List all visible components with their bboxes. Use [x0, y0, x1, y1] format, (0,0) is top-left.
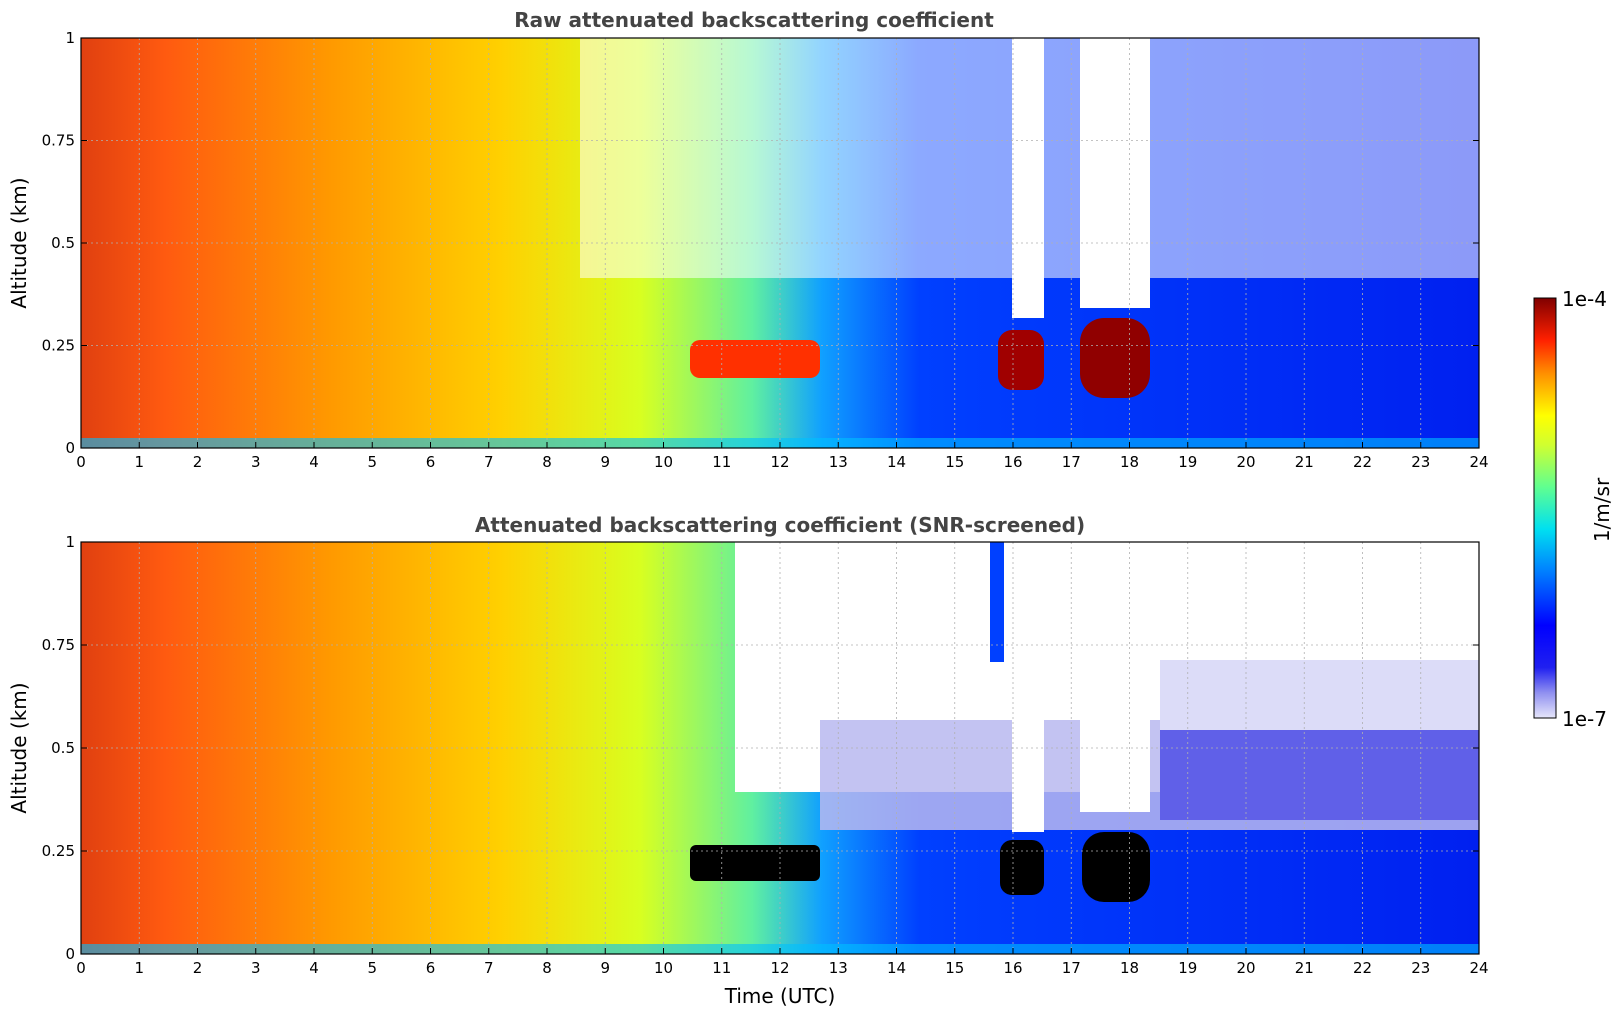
y-tick-label: 0	[65, 439, 75, 457]
x-tick-label: 1	[134, 453, 144, 471]
x-tick-label: 22	[1353, 959, 1372, 977]
x-tick-label: 9	[600, 453, 610, 471]
y-tick-label: 0.75	[42, 636, 75, 654]
y-tick-label: 0.5	[51, 739, 75, 757]
y-tick-label: 0.5	[51, 234, 75, 252]
x-tick-label: 24	[1469, 959, 1488, 977]
x-axis: 0 1 2 3 4 5 6 7 8 9 10 11 12 13 14 15 16 17 18 19 20 21 22 23 24	[76, 948, 1489, 977]
x-tick-label: 17	[1062, 959, 1081, 977]
x-tick-label: 14	[887, 453, 906, 471]
panel-title: Attenuated backscattering coefficient (S…	[475, 513, 1085, 537]
cloud-band	[690, 340, 820, 378]
x-tick-label: 7	[484, 453, 494, 471]
x-tick-label: 4	[309, 453, 319, 471]
x-tick-label: 23	[1411, 453, 1430, 471]
x-tick-label: 15	[945, 959, 964, 977]
x-tick-label: 3	[251, 959, 261, 977]
x-axis: 0 1 2 3 4 5 6 7 8 9 10 11 12 13 14 15 16 17 18 19 20 21 22 23 24	[76, 442, 1489, 471]
x-axis-label: Time (UTC)	[724, 984, 836, 1008]
x-tick-label: 11	[712, 453, 731, 471]
x-tick-label: 2	[193, 453, 203, 471]
x-tick-label: 18	[1120, 453, 1139, 471]
x-tick-label: 8	[542, 959, 552, 977]
raw-backscatter-panel: Raw attenuated backscattering coefficien…	[7, 8, 1489, 471]
cloud	[1080, 318, 1150, 398]
x-tick-label: 16	[1003, 453, 1022, 471]
x-tick-label: 5	[367, 959, 377, 977]
x-tick-label: 2	[193, 959, 203, 977]
x-tick-label: 10	[654, 453, 673, 471]
colorbar-min-label: 1e-7	[1562, 707, 1607, 731]
y-tick-label: 0.75	[42, 132, 75, 150]
x-tick-label: 12	[770, 453, 789, 471]
x-tick-label: 11	[712, 959, 731, 977]
x-tick-label: 4	[309, 959, 319, 977]
y-tick-label: 1	[65, 29, 75, 47]
x-tick-label: 21	[1295, 959, 1314, 977]
x-tick-label: 17	[1062, 453, 1081, 471]
y-axis-label: Altitude (km)	[7, 177, 31, 308]
y-axis-label: Altitude (km)	[7, 682, 31, 813]
panel-title: Raw attenuated backscattering coefficien…	[514, 8, 994, 32]
x-tick-label: 20	[1236, 453, 1255, 471]
x-tick-label: 8	[542, 453, 552, 471]
x-tick-label: 15	[945, 453, 964, 471]
x-tick-label: 18	[1120, 959, 1139, 977]
colorbar-scale	[1533, 297, 1557, 719]
x-tick-label: 5	[367, 453, 377, 471]
y-tick-label: 0.25	[42, 842, 75, 860]
y-tick-label: 0	[65, 945, 75, 963]
x-tick-label: 13	[829, 959, 848, 977]
y-tick-label: 0.25	[42, 337, 75, 355]
colorbar-max-label: 1e-4	[1562, 287, 1607, 311]
x-tick-label: 19	[1178, 453, 1197, 471]
x-tick-label: 1	[134, 959, 144, 977]
x-tick-label: 20	[1236, 959, 1255, 977]
x-tick-label: 22	[1353, 453, 1372, 471]
x-tick-label: 3	[251, 453, 261, 471]
colorbar: 1e-4 1e-7 1/m/sr	[1533, 287, 1614, 731]
x-tick-label: 7	[484, 959, 494, 977]
x-tick-label: 13	[829, 453, 848, 471]
x-tick-label: 14	[887, 959, 906, 977]
x-tick-label: 21	[1295, 453, 1314, 471]
x-tick-label: 0	[76, 453, 86, 471]
x-tick-label: 6	[426, 959, 436, 977]
cloud	[998, 330, 1044, 390]
snr-screened-panel: Attenuated backscattering coefficient (S…	[7, 513, 1489, 1008]
y-axis: 0 0.25 0.5 0.75 1	[42, 29, 1479, 457]
x-tick-label: 6	[426, 453, 436, 471]
x-tick-label: 19	[1178, 959, 1197, 977]
saturated-cloud	[1082, 832, 1150, 902]
saturated-cloud	[1000, 840, 1044, 895]
x-tick-label: 23	[1411, 959, 1430, 977]
saturated-cloud-band	[690, 845, 820, 881]
x-tick-label: 16	[1003, 959, 1022, 977]
y-tick-label: 1	[65, 533, 75, 551]
x-tick-label: 9	[600, 959, 610, 977]
y-axis: 0 0.25 0.5 0.75 1	[42, 533, 1479, 963]
x-tick-label: 10	[654, 959, 673, 977]
colorbar-unit-label: 1/m/sr	[1590, 477, 1614, 542]
x-tick-label: 0	[76, 959, 86, 977]
x-tick-label: 12	[770, 959, 789, 977]
x-tick-label: 24	[1469, 453, 1488, 471]
